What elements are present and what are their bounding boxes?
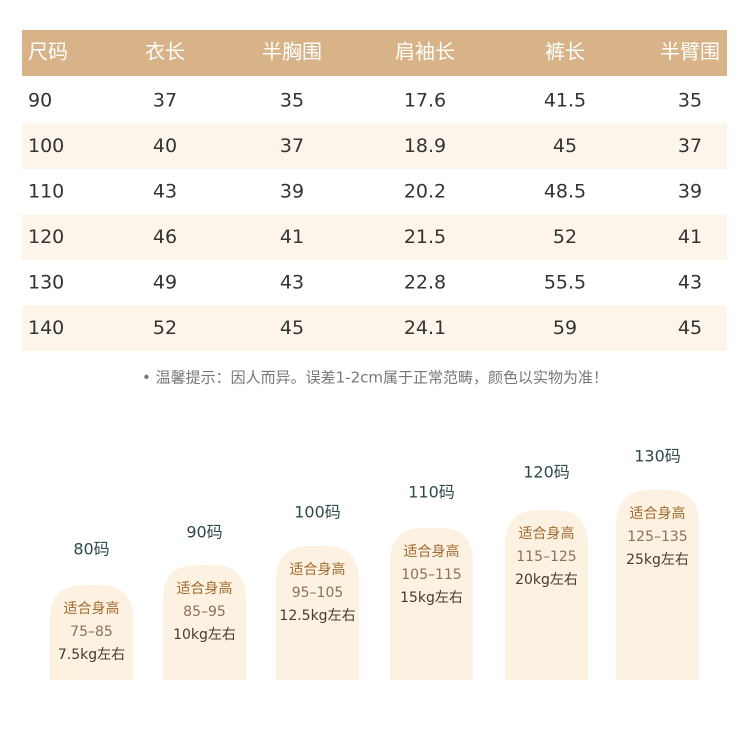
- table-cell: 59: [553, 317, 577, 339]
- table-cell: 49: [153, 271, 177, 293]
- table-cell: 43: [153, 180, 177, 202]
- table-cell: 100: [28, 135, 64, 157]
- card-line: 适合身高: [290, 561, 346, 578]
- table-cell: 45: [280, 317, 304, 339]
- card-line: 125–135: [627, 529, 687, 545]
- header-cell: 裤长: [545, 40, 585, 64]
- header-cell: 肩袖长: [395, 40, 455, 64]
- card-line: 适合身高: [404, 543, 460, 560]
- table-cell: 43: [280, 271, 304, 293]
- card-line: 105–115: [401, 567, 461, 583]
- table-cell: 35: [678, 89, 702, 111]
- table-cell: 130: [28, 271, 64, 293]
- table-cell: 46: [153, 226, 177, 248]
- row-band: [22, 305, 727, 351]
- table-cell: 21.5: [404, 226, 446, 248]
- size-card: [505, 510, 588, 680]
- table-cell: 90: [28, 89, 52, 111]
- card-line: 适合身高: [630, 505, 686, 522]
- card-line: 适合身高: [64, 600, 120, 617]
- table-cell: 37: [153, 89, 177, 111]
- card-line: 20kg左右: [515, 572, 578, 588]
- table-cell: 40: [153, 135, 177, 157]
- table-cell: 37: [678, 135, 702, 157]
- header-cell: 衣长: [145, 40, 185, 64]
- table-cell: 140: [28, 317, 64, 339]
- table-cell: 18.9: [404, 135, 446, 157]
- size-card: [390, 528, 473, 680]
- table-cell: 35: [280, 89, 304, 111]
- table-cell: 41.5: [544, 89, 586, 111]
- table-cell: 52: [553, 226, 577, 248]
- table-cell: 24.1: [404, 317, 446, 339]
- table-cell: 48.5: [544, 180, 586, 202]
- table-cell: 52: [153, 317, 177, 339]
- table-cell: 120: [28, 226, 64, 248]
- card-line: 10kg左右: [173, 627, 236, 643]
- size-card: [616, 490, 699, 680]
- card-line: 115–125: [516, 549, 576, 565]
- table-cell: 20.2: [404, 180, 446, 202]
- table-cell: 41: [678, 226, 702, 248]
- card-line: 15kg左右: [400, 590, 463, 606]
- table-cell: 55.5: [544, 271, 586, 293]
- table-cell: 43: [678, 271, 702, 293]
- card-label: 120码: [523, 463, 570, 482]
- card-line: 85–95: [183, 604, 226, 620]
- row-band: [22, 214, 727, 260]
- card-line: 25kg左右: [626, 552, 689, 568]
- row-band: [22, 123, 727, 169]
- card-line: 75–85: [70, 624, 113, 640]
- table-cell: 39: [678, 180, 702, 202]
- table-cell: 110: [28, 180, 64, 202]
- card-line: 7.5kg左右: [58, 647, 125, 663]
- table-cell: 39: [280, 180, 304, 202]
- card-label: 130码: [634, 447, 681, 466]
- card-line: 95–105: [292, 585, 344, 601]
- card-label: 80码: [73, 540, 109, 559]
- table-cell: 41: [280, 226, 304, 248]
- card-line: 适合身高: [177, 580, 233, 597]
- table-cell: 17.6: [404, 89, 446, 111]
- header-cell: 半胸围: [262, 40, 322, 64]
- table-cell: 22.8: [404, 271, 446, 293]
- table-cell: 37: [280, 135, 304, 157]
- card-label: 100码: [294, 503, 341, 522]
- card-line: 12.5kg左右: [279, 608, 355, 624]
- card-label: 90码: [186, 523, 222, 542]
- note: • 温馨提示：因人而异。误差1-2cm属于正常范畴，颜色以实物为准！: [142, 369, 608, 387]
- size-card: [50, 585, 133, 680]
- card-line: 适合身高: [519, 525, 575, 542]
- table-cell: 45: [678, 317, 702, 339]
- table-cell: 45: [553, 135, 577, 157]
- table-header-band: [22, 30, 727, 76]
- header-cell: 尺码: [28, 40, 68, 64]
- header-cell: 半臂围: [660, 40, 720, 64]
- size-card: [276, 546, 359, 680]
- size-card: [163, 565, 246, 680]
- card-label: 110码: [408, 483, 455, 502]
